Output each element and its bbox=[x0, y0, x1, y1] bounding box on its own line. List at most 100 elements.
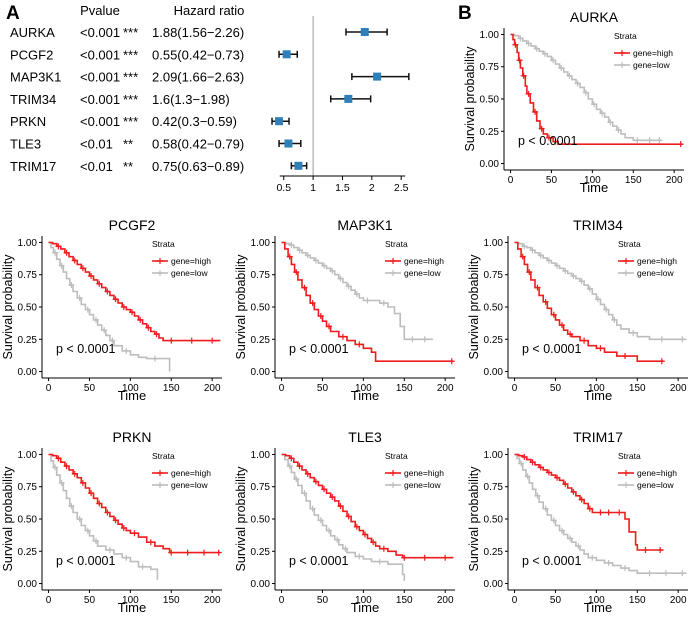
km-censor-mark-high bbox=[538, 125, 545, 132]
km-censor-mark-high bbox=[401, 554, 408, 561]
km-censor-mark-high bbox=[79, 479, 86, 486]
km-censor-mark-high bbox=[545, 469, 552, 476]
forest-gene-label: PRKN bbox=[10, 114, 46, 129]
km-censor-mark-high bbox=[519, 253, 526, 260]
forest-gene-label: AURKA bbox=[10, 25, 55, 40]
km-y-tick-label: 1.00 bbox=[480, 30, 500, 41]
km-censor-mark-low bbox=[570, 273, 577, 280]
km-censor-mark-high bbox=[581, 337, 588, 344]
km-curve-low bbox=[281, 453, 406, 581]
km-y-tick-label: 1.00 bbox=[18, 238, 38, 249]
km-legend-title: Strata bbox=[614, 31, 637, 41]
km-legend-label: gene=high bbox=[637, 468, 677, 478]
km-y-tick-label: 0.75 bbox=[18, 482, 38, 493]
forest-gene-label: TRIM17 bbox=[10, 159, 56, 174]
km-pvalue: p < 0.0001 bbox=[289, 342, 348, 356]
km-y-tick-label: 0.75 bbox=[251, 270, 271, 281]
km-legend-swatch-censor bbox=[157, 470, 163, 476]
km-x-axis-label: Time bbox=[351, 388, 379, 403]
km-plot-pcgf2: PCGF2 0.00 0.25 0.50 0.75 1.00 0 50 100 150 200 Tim… bbox=[1, 217, 222, 403]
km-x-tick-label: 150 bbox=[629, 595, 646, 606]
km-censor-mark-low bbox=[380, 300, 387, 307]
km-censor-mark-high bbox=[312, 478, 319, 485]
km-y-tick-label: 0.50 bbox=[484, 515, 504, 526]
km-censor-mark-high bbox=[570, 488, 577, 495]
km-censor-mark-low bbox=[58, 479, 65, 486]
km-censor-mark-low bbox=[296, 247, 303, 254]
forest-hr-marker bbox=[360, 28, 369, 36]
km-y-axis-label: Survival probability bbox=[467, 466, 481, 572]
forest-x-tick-label: 1.5 bbox=[335, 182, 350, 194]
km-censor-mark-high bbox=[605, 509, 612, 516]
km-plot-trim34: TRIM34 0.00 0.25 0.50 0.75 1.00 0 50 100 150 200 Ti… bbox=[467, 217, 688, 403]
km-x-axis-label: Time bbox=[351, 600, 379, 615]
km-censor-mark-low bbox=[304, 252, 311, 259]
km-censor-mark-low bbox=[68, 282, 75, 289]
km-censor-mark-low bbox=[364, 297, 371, 304]
km-y-tick-label: 0.00 bbox=[484, 579, 504, 590]
km-censor-mark-low bbox=[529, 247, 536, 254]
km-censor-mark-low bbox=[301, 490, 308, 497]
km-censor-mark-high bbox=[288, 455, 295, 462]
km-censor-mark-low bbox=[334, 536, 341, 543]
forest-hr-marker bbox=[294, 161, 303, 170]
km-censor-mark-high bbox=[421, 554, 428, 561]
km-legend-swatch-censor bbox=[623, 470, 629, 476]
km-y-tick-label: 0.75 bbox=[18, 270, 38, 281]
km-censor-mark-low bbox=[356, 553, 363, 560]
km-censor-mark-high bbox=[209, 337, 216, 344]
km-censor-mark-low bbox=[525, 40, 532, 47]
km-censor-mark-low bbox=[589, 554, 596, 561]
km-plot-map3k1: MAP3K1 0.00 0.25 0.50 0.75 1.00 0 50 100 150 200 Ti… bbox=[234, 217, 455, 403]
forest-significance: *** bbox=[123, 47, 138, 62]
km-y-tick-label: 0.75 bbox=[484, 482, 504, 493]
km-censor-mark-low bbox=[93, 316, 99, 323]
km-y-tick-label: 0.25 bbox=[18, 335, 38, 346]
forest-x-tick-label: 2.5 bbox=[394, 182, 409, 194]
km-y-axis-label: Survival probability bbox=[1, 254, 15, 360]
km-censor-mark-low bbox=[679, 570, 686, 577]
km-x-tick-label: 0 bbox=[512, 383, 518, 394]
km-y-tick-label: 1.00 bbox=[18, 450, 38, 461]
forest-significance: *** bbox=[123, 25, 138, 40]
km-legend-swatch-censor bbox=[157, 258, 163, 264]
km-x-tick-label: 50 bbox=[546, 175, 558, 186]
km-legend-title: Strata bbox=[152, 239, 175, 249]
km-x-axis-label: Time bbox=[584, 600, 612, 615]
km-plot-trim17: TRIM17 0.00 0.25 0.50 0.75 1.00 0 50 100 150 200 Ti… bbox=[467, 429, 688, 615]
km-x-axis-label: Time bbox=[580, 180, 608, 195]
km-censor-mark-high bbox=[521, 454, 528, 461]
km-x-axis-label: Time bbox=[118, 600, 146, 615]
km-y-tick-label: 0.50 bbox=[484, 303, 504, 314]
km-censor-mark-high bbox=[168, 549, 175, 556]
km-censor-mark-low bbox=[554, 262, 561, 269]
km-legend-title: Strata bbox=[152, 451, 175, 461]
km-censor-mark-low bbox=[559, 527, 565, 534]
km-y-tick-label: 0.50 bbox=[18, 303, 38, 314]
km-x-tick-label: 0 bbox=[508, 175, 514, 186]
km-legend-title: Strata bbox=[385, 239, 408, 249]
km-legend-label: gene=high bbox=[171, 256, 211, 266]
km-censor-mark-low bbox=[68, 503, 75, 510]
km-censor-mark-high bbox=[532, 108, 539, 115]
km-legend-swatch-censor bbox=[623, 482, 629, 488]
km-legend-title: Strata bbox=[618, 239, 641, 249]
km-censor-mark-low bbox=[317, 517, 324, 524]
km-censor-mark-high bbox=[642, 546, 649, 553]
km-censor-mark-low bbox=[595, 296, 601, 303]
km-censor-mark-high bbox=[96, 280, 103, 287]
km-legend-swatch-censor bbox=[623, 270, 629, 276]
km-censor-mark-low bbox=[611, 316, 618, 323]
km-censor-mark-low bbox=[517, 35, 524, 42]
km-censor-mark-low bbox=[578, 278, 585, 285]
km-censor-mark-low bbox=[376, 558, 383, 565]
km-censor-mark-high bbox=[120, 304, 127, 310]
km-x-tick-label: 200 bbox=[437, 383, 454, 394]
km-censor-mark-high bbox=[512, 41, 519, 48]
km-x-tick-label: 100 bbox=[122, 595, 139, 606]
km-censor-mark-high bbox=[525, 90, 532, 97]
forest-significance: ** bbox=[123, 159, 133, 174]
km-y-tick-label: 0.00 bbox=[251, 367, 271, 378]
km-title: TRIM34 bbox=[573, 217, 623, 233]
